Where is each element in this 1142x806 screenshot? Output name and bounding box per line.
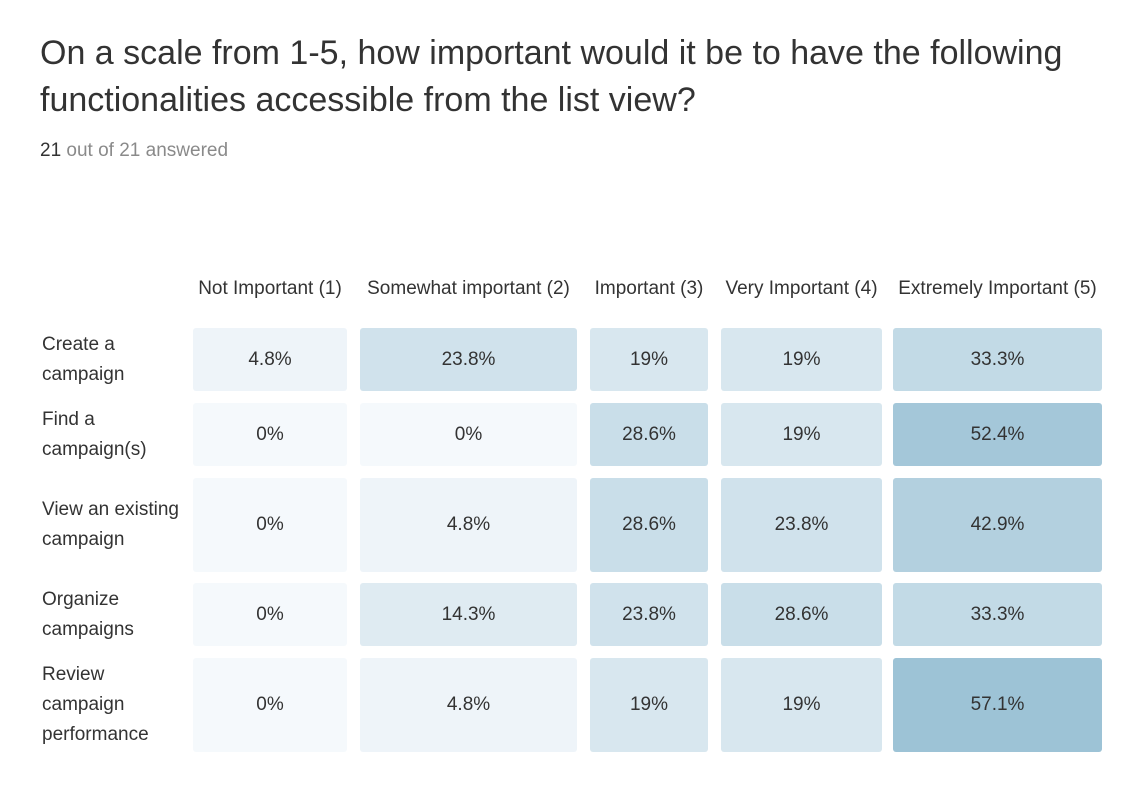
row-label-find-a-campaign-s: Find a campaign(s) [42, 408, 147, 460]
matrix-cell-find-a-campaign-s-1: 0% [193, 403, 347, 466]
column-header-1: Not Important (1) [198, 278, 342, 299]
matrix-cell-find-a-campaign-s-2: 0% [360, 403, 577, 466]
row-label-view-an-existing-campaign: View an existing campaign [42, 499, 179, 550]
matrix-cell-view-an-existing-campaign-4: 23.8% [721, 478, 882, 572]
answered-text: out of 21 answered [61, 140, 229, 161]
question-title: On a scale from 1-5, how important would… [40, 34, 1063, 119]
matrix-cell-view-an-existing-campaign-3: 28.6% [590, 478, 708, 572]
matrix-cell-find-a-campaign-s-3: 28.6% [590, 403, 708, 466]
matrix-cell-create-a-campaign-5: 33.3% [893, 328, 1102, 391]
row-label-review-campaign-performance: Review campaign performance [42, 664, 149, 745]
matrix-cell-view-an-existing-campaign-5: 42.9% [893, 478, 1102, 572]
matrix-cell-organize-campaigns-3: 23.8% [590, 583, 708, 646]
matrix-cell-organize-campaigns-1: 0% [193, 583, 347, 646]
matrix-cell-create-a-campaign-3: 19% [590, 328, 708, 391]
answered-number: 21 [40, 140, 62, 161]
matrix-cell-review-campaign-performance-3: 19% [590, 658, 708, 752]
matrix-cell-find-a-campaign-s-5: 52.4% [893, 403, 1102, 466]
matrix-cell-view-an-existing-campaign-1: 0% [193, 478, 347, 572]
matrix-cell-review-campaign-performance-5: 57.1% [893, 658, 1102, 752]
matrix-cell-organize-campaigns-2: 14.3% [360, 583, 577, 646]
matrix-cell-create-a-campaign-1: 4.8% [193, 328, 347, 391]
matrix-cell-create-a-campaign-4: 19% [721, 328, 882, 391]
matrix-cell-view-an-existing-campaign-2: 4.8% [360, 478, 577, 572]
matrix-cell-review-campaign-performance-2: 4.8% [360, 658, 577, 752]
matrix-cell-organize-campaigns-4: 28.6% [721, 583, 882, 646]
column-header-3: Important (3) [594, 278, 704, 299]
matrix-cell-review-campaign-performance-1: 0% [193, 658, 347, 752]
matrix-cell-create-a-campaign-2: 23.8% [360, 328, 577, 391]
matrix-cell-organize-campaigns-5: 33.3% [893, 583, 1102, 646]
column-header-2: Somewhat important (2) [367, 278, 570, 299]
column-header-4: Very Important (4) [725, 278, 878, 299]
row-label-organize-campaigns: Organize campaigns [42, 588, 134, 640]
matrix-cell-review-campaign-performance-4: 19% [721, 658, 882, 752]
answered-count: 21 out of 21 answered [40, 139, 228, 163]
column-header-5: Extremely Important (5) [898, 278, 1097, 299]
matrix-cell-find-a-campaign-s-4: 19% [721, 403, 882, 466]
row-label-create-a-campaign: Create a campaign [42, 333, 125, 385]
